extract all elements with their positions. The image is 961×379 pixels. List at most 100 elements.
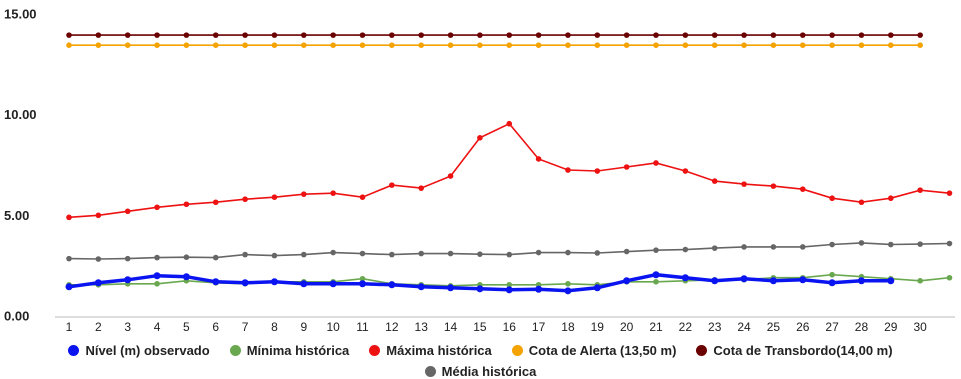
point xyxy=(769,277,777,285)
legend-item: Média histórica xyxy=(424,364,536,379)
x-tick-label: 7 xyxy=(242,320,249,334)
x-tick-label: 20 xyxy=(620,320,634,334)
point xyxy=(653,42,659,48)
point xyxy=(418,185,425,191)
point xyxy=(741,42,747,48)
legend-marker xyxy=(696,345,708,356)
point xyxy=(594,32,601,38)
point xyxy=(770,244,777,250)
point xyxy=(535,32,542,38)
point xyxy=(829,241,835,248)
point xyxy=(476,285,484,293)
x-tick-label: 28 xyxy=(855,320,869,334)
point xyxy=(212,254,219,261)
y-tick-label: 5.00 xyxy=(4,208,29,223)
point xyxy=(799,186,806,192)
point xyxy=(946,274,953,281)
point xyxy=(212,42,219,48)
x-tick-label: 12 xyxy=(385,320,399,334)
x-tick-label: 6 xyxy=(212,320,219,334)
point xyxy=(124,208,131,215)
legend-label: Mínima histórica xyxy=(246,343,350,358)
line xyxy=(68,122,950,219)
point xyxy=(66,32,72,38)
x-tick-label: 13 xyxy=(415,320,429,334)
point xyxy=(565,32,571,38)
point xyxy=(447,250,454,257)
point xyxy=(623,42,630,48)
point xyxy=(65,283,73,291)
point xyxy=(359,250,366,257)
point xyxy=(330,42,336,48)
x-tick-label: 1 xyxy=(66,320,73,334)
point xyxy=(506,42,513,48)
x-tick-label: 21 xyxy=(649,320,663,334)
point xyxy=(418,42,425,48)
point xyxy=(682,32,689,38)
point xyxy=(301,32,307,38)
point xyxy=(330,32,336,38)
point xyxy=(66,42,72,48)
y-tick-label: 10.00 xyxy=(4,107,37,122)
point xyxy=(741,181,747,187)
legend-marker xyxy=(229,345,241,356)
x-tick-label: 3 xyxy=(124,320,131,334)
point xyxy=(770,32,777,38)
point xyxy=(212,199,219,206)
point xyxy=(154,280,160,287)
point xyxy=(506,120,513,127)
legend-item: Nível (m) observado xyxy=(68,343,210,358)
x-tick-label: 4 xyxy=(154,320,161,334)
series xyxy=(66,240,953,262)
point xyxy=(740,275,748,283)
point xyxy=(124,276,132,284)
point xyxy=(682,42,689,48)
x-tick-label: 8 xyxy=(271,320,278,334)
point xyxy=(300,280,308,288)
point xyxy=(66,255,72,262)
legend-item: Cota de Alerta (13,50 m) xyxy=(511,343,676,358)
point xyxy=(888,42,894,48)
point xyxy=(505,286,513,294)
point xyxy=(594,250,601,256)
point xyxy=(888,32,894,38)
point xyxy=(153,272,161,280)
point xyxy=(359,280,366,288)
point xyxy=(242,32,248,38)
x-tick-label: 5 xyxy=(183,320,190,334)
point xyxy=(95,42,102,48)
point xyxy=(183,32,190,38)
point xyxy=(653,160,659,166)
point xyxy=(711,178,718,184)
point xyxy=(653,278,659,285)
point xyxy=(858,199,865,206)
point xyxy=(711,32,718,38)
point xyxy=(741,32,747,38)
y-tick-label: 0.00 xyxy=(4,308,29,323)
point xyxy=(66,214,72,221)
point xyxy=(95,212,102,219)
point xyxy=(183,42,190,48)
point xyxy=(359,42,366,48)
x-tick-label: 29 xyxy=(884,320,898,334)
point xyxy=(946,240,953,247)
point xyxy=(477,42,483,48)
point xyxy=(888,241,894,248)
point xyxy=(711,245,718,251)
x-tick-label: 22 xyxy=(679,320,693,334)
legend-label: Cota de Transbordo(14,00 m) xyxy=(713,343,893,358)
point xyxy=(447,32,454,38)
point xyxy=(565,167,571,173)
x-tick-label: 14 xyxy=(444,320,458,334)
x-tick-label: 19 xyxy=(591,320,605,334)
point xyxy=(858,32,865,38)
point xyxy=(799,276,807,284)
point xyxy=(594,168,601,174)
point xyxy=(183,201,190,208)
point xyxy=(389,42,395,48)
point xyxy=(535,285,543,293)
point xyxy=(212,278,220,286)
x-tick-label: 25 xyxy=(767,320,781,334)
